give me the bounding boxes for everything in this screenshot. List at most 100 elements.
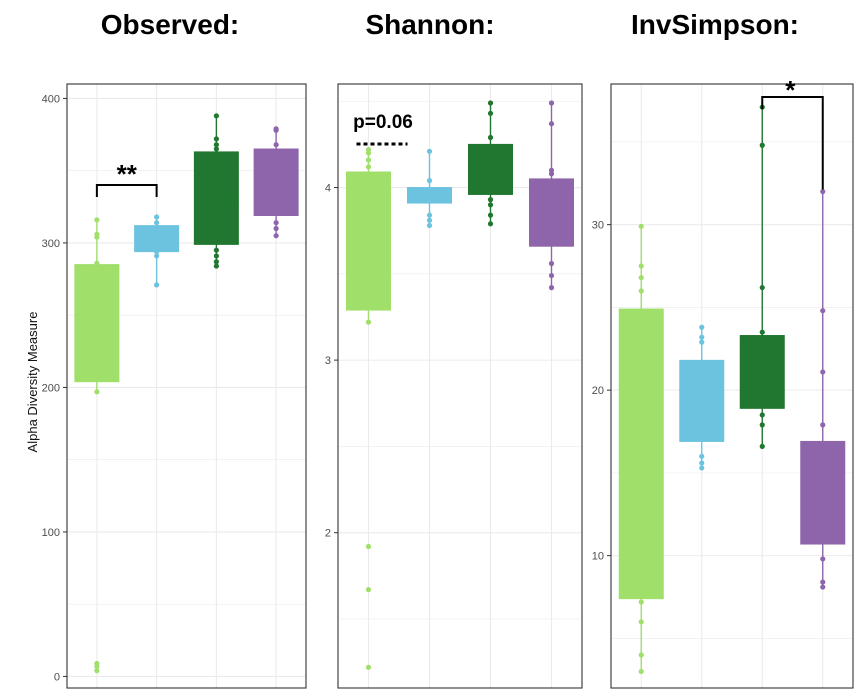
y-tick-label: 200 bbox=[42, 382, 60, 394]
data-point bbox=[213, 113, 219, 119]
data-point bbox=[820, 584, 826, 590]
y-tick-label: 2 bbox=[325, 528, 331, 540]
data-point bbox=[94, 260, 100, 266]
panel-invsimpson: 10 20 30 * bbox=[592, 75, 854, 689]
data-point bbox=[213, 136, 219, 142]
significance-bracket bbox=[761, 96, 824, 190]
y-tick-label: 4 bbox=[325, 183, 331, 195]
data-point bbox=[638, 619, 644, 625]
y-tick-label: 20 bbox=[592, 385, 604, 397]
panel-shannon: 2 3 4 p=0.06 bbox=[325, 83, 583, 689]
data-point bbox=[487, 110, 494, 116]
data-point bbox=[548, 260, 555, 267]
data-point bbox=[638, 263, 644, 269]
data-point bbox=[365, 587, 372, 593]
y-tick-label: 300 bbox=[42, 238, 60, 250]
data-point bbox=[638, 223, 644, 229]
data-point bbox=[759, 443, 765, 449]
panel-title-observed: Observed: bbox=[101, 9, 240, 40]
data-point bbox=[213, 146, 219, 152]
y-tick-label: 10 bbox=[592, 551, 604, 563]
data-point bbox=[213, 247, 219, 253]
data-point bbox=[699, 334, 705, 340]
data-point bbox=[548, 171, 555, 177]
data-point bbox=[759, 284, 765, 291]
data-point bbox=[426, 212, 433, 218]
data-point bbox=[820, 556, 826, 562]
box-dark_green bbox=[193, 151, 239, 245]
data-point bbox=[94, 234, 100, 240]
data-point bbox=[365, 150, 372, 156]
data-point bbox=[638, 288, 644, 294]
data-point bbox=[94, 668, 100, 674]
data-point bbox=[426, 178, 433, 184]
panel-border bbox=[66, 83, 307, 689]
panel-observed: 0 100 200 300 400 ** bbox=[42, 83, 307, 689]
box-dark_green bbox=[739, 335, 785, 409]
data-point bbox=[487, 202, 494, 208]
data-point bbox=[154, 227, 160, 233]
data-point bbox=[548, 285, 555, 291]
data-point bbox=[213, 259, 219, 265]
data-point bbox=[759, 412, 765, 418]
data-point bbox=[820, 422, 826, 428]
box-purple bbox=[529, 178, 574, 247]
significance-bracket bbox=[95, 183, 158, 197]
data-point bbox=[273, 233, 279, 239]
panel-border bbox=[337, 83, 583, 689]
data-point bbox=[638, 652, 644, 658]
data-point bbox=[638, 668, 644, 675]
data-point bbox=[548, 100, 555, 106]
data-point bbox=[759, 329, 765, 335]
data-point bbox=[154, 282, 160, 288]
data-point bbox=[699, 453, 705, 459]
box-sky_blue bbox=[679, 359, 725, 442]
data-point bbox=[487, 100, 494, 106]
data-point bbox=[487, 212, 494, 218]
data-point bbox=[273, 210, 279, 216]
significance-label: * bbox=[785, 75, 796, 105]
data-point bbox=[759, 142, 765, 148]
y-tick-label: 100 bbox=[42, 527, 60, 539]
data-point bbox=[365, 319, 372, 325]
data-point bbox=[213, 263, 219, 269]
data-point bbox=[365, 664, 372, 670]
data-point bbox=[213, 253, 219, 259]
panels: 0 100 200 300 400 ** 2 3 4 p=0.06 10 20 30 * bbox=[42, 75, 854, 689]
data-point bbox=[426, 197, 433, 203]
data-point bbox=[154, 253, 160, 259]
box-purple bbox=[253, 148, 299, 216]
box-dark_green bbox=[468, 143, 513, 195]
data-point bbox=[154, 214, 160, 220]
data-point bbox=[638, 599, 644, 605]
panel-border bbox=[610, 83, 854, 689]
data-point bbox=[426, 148, 433, 154]
data-point bbox=[273, 225, 279, 232]
data-point bbox=[154, 243, 160, 249]
data-point bbox=[273, 142, 279, 148]
data-point bbox=[426, 222, 433, 229]
data-point bbox=[487, 197, 494, 203]
data-point bbox=[94, 663, 100, 669]
data-point bbox=[487, 134, 494, 141]
data-point bbox=[699, 465, 705, 471]
data-point bbox=[548, 121, 555, 127]
data-point bbox=[820, 369, 826, 375]
box-purple bbox=[800, 440, 846, 545]
y-tick-label: 3 bbox=[325, 355, 331, 367]
significance-label: ** bbox=[117, 159, 138, 189]
data-point bbox=[273, 127, 279, 133]
data-point bbox=[94, 217, 100, 223]
data-point bbox=[638, 275, 644, 281]
y-axis-label: Alpha Diversity Measure bbox=[25, 312, 40, 453]
panel-title-invsimpson: InvSimpson: bbox=[631, 9, 799, 40]
data-point bbox=[699, 324, 705, 330]
data-point bbox=[365, 543, 372, 550]
data-point bbox=[426, 191, 433, 198]
data-point bbox=[365, 164, 372, 170]
data-point bbox=[154, 249, 160, 255]
y-tick-label: 30 bbox=[592, 220, 604, 232]
data-point bbox=[426, 217, 433, 223]
panel-title-shannon: Shannon: bbox=[365, 9, 494, 40]
box-light_green bbox=[74, 264, 120, 383]
